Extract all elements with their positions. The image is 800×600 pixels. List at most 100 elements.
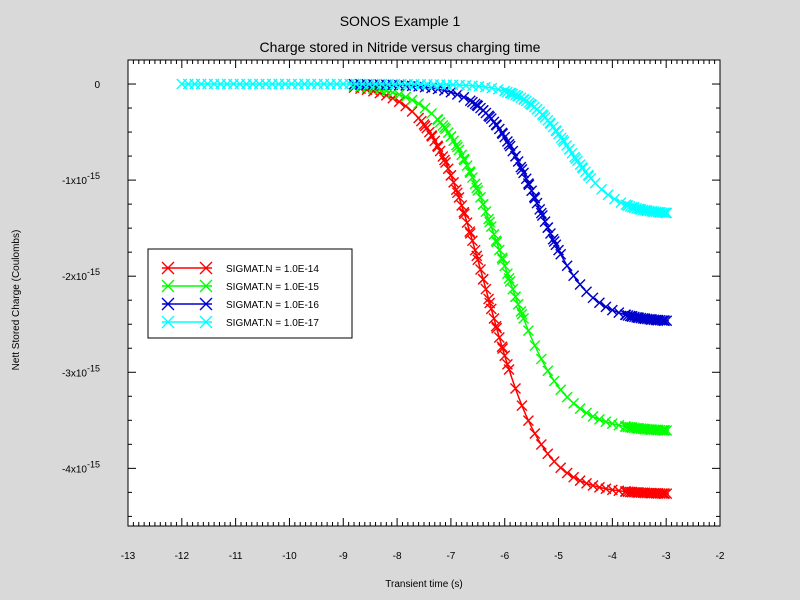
data-point-marker [574, 403, 586, 415]
data-point-marker [453, 144, 465, 156]
data-point-marker [661, 488, 673, 500]
data-point-marker [522, 415, 534, 427]
legend: SIGMAT.N = 1.0E-14 SIGMAT.N = 1.0E-15 SIGM… [147, 248, 353, 339]
y-tick-label: 0 [94, 80, 100, 91]
data-point-marker [161, 315, 175, 329]
data-point-marker [504, 276, 516, 287]
data-point-marker [523, 179, 535, 191]
data-point-marker [199, 297, 213, 311]
data-point-marker [458, 208, 470, 220]
data-point-marker [461, 217, 473, 229]
data-point-marker [445, 169, 457, 181]
data-point-marker [437, 151, 449, 163]
data-point-marker [581, 477, 593, 489]
data-point-marker [469, 178, 481, 190]
data-point-marker [628, 202, 640, 214]
data-point-marker [199, 315, 213, 329]
x-tick-label: -7 [446, 551, 455, 562]
data-point-marker [535, 439, 547, 451]
y-tick-label: -4x10-15 [62, 459, 100, 475]
data-point-marker [466, 172, 478, 184]
data-point-marker [512, 298, 524, 310]
x-tick-label: -4 [608, 551, 617, 562]
data-point-marker [656, 424, 668, 436]
data-point-marker [659, 488, 671, 500]
data-point-marker [419, 102, 431, 114]
data-point-marker [456, 200, 468, 212]
data-point-marker [512, 90, 524, 102]
data-point-marker [491, 236, 503, 248]
x-tick-label: -2 [716, 551, 725, 562]
data-point-marker [555, 462, 567, 474]
x-tick-label: -13 [121, 551, 136, 562]
x-axis-ticks: -13 -12 -11 -10 -9 -8 -7 -6 -5 -4 -3 -2 [121, 60, 725, 562]
series-group [176, 78, 673, 500]
data-point-marker [480, 283, 492, 295]
data-point-marker [602, 189, 614, 201]
data-point-marker [393, 88, 405, 100]
data-point-marker [464, 165, 476, 177]
data-point-marker [542, 448, 554, 460]
data-point-marker [581, 407, 593, 419]
x-tick-label: -9 [339, 551, 348, 562]
data-point-marker [434, 145, 446, 157]
data-point-marker [661, 207, 673, 219]
data-point-marker [529, 340, 541, 352]
data-point-marker [659, 315, 671, 327]
data-point-marker [624, 310, 636, 322]
data-point-marker [596, 183, 608, 195]
data-point-marker [440, 156, 452, 168]
chart-title: SONOS Example 1 [340, 13, 461, 29]
data-point-marker [472, 185, 484, 196]
data-point-marker [535, 353, 547, 365]
data-point-marker [488, 313, 500, 325]
data-point-marker [544, 228, 556, 240]
data-point-marker [477, 198, 489, 210]
data-point-marker [497, 343, 509, 355]
data-point-marker [624, 200, 636, 212]
data-point-marker [491, 322, 503, 334]
x-axis-label: Transient time (s) [385, 579, 462, 590]
data-point-marker [626, 310, 638, 322]
series-3 [176, 78, 673, 219]
data-point-marker [548, 235, 560, 247]
data-point-marker [490, 235, 502, 247]
data-point-marker [656, 207, 668, 219]
x-tick-label: -6 [500, 551, 509, 562]
data-point-marker [522, 325, 534, 337]
data-point-marker [493, 332, 505, 344]
data-point-marker [509, 150, 521, 162]
data-point-marker [515, 161, 527, 173]
data-point-marker [535, 207, 547, 219]
data-point-marker [515, 305, 527, 317]
x-tick-label: -12 [175, 551, 190, 562]
data-point-marker [518, 313, 530, 325]
data-point-marker [534, 203, 546, 215]
data-point-marker [442, 163, 454, 175]
data-point-marker [606, 418, 618, 430]
data-point-marker [161, 297, 175, 311]
x-tick-label: -3 [662, 551, 671, 562]
data-point-marker [609, 193, 621, 205]
data-point-marker [161, 261, 175, 275]
data-point-marker [593, 481, 605, 493]
data-point-marker [568, 270, 580, 282]
data-point-marker [518, 167, 530, 179]
legend-item: SIGMAT.N = 1.0E-14 [161, 261, 319, 275]
y-tick-label: -3x10-15 [62, 363, 100, 379]
series-0 [348, 82, 673, 500]
data-point-marker [518, 93, 530, 105]
data-point-marker [622, 309, 634, 321]
y-tick-label: -1x10-15 [62, 171, 100, 187]
data-point-marker [528, 191, 540, 203]
data-point-marker [497, 254, 509, 266]
data-point-marker [485, 303, 497, 315]
data-point-marker [456, 149, 468, 161]
data-point-marker [561, 467, 573, 479]
data-point-marker [477, 273, 489, 285]
data-point-marker [661, 425, 673, 437]
data-point-marker [406, 94, 418, 106]
legend-item: SIGMAT.N = 1.0E-17 [161, 315, 319, 329]
data-point-marker [199, 261, 213, 275]
data-point-marker [458, 206, 470, 218]
